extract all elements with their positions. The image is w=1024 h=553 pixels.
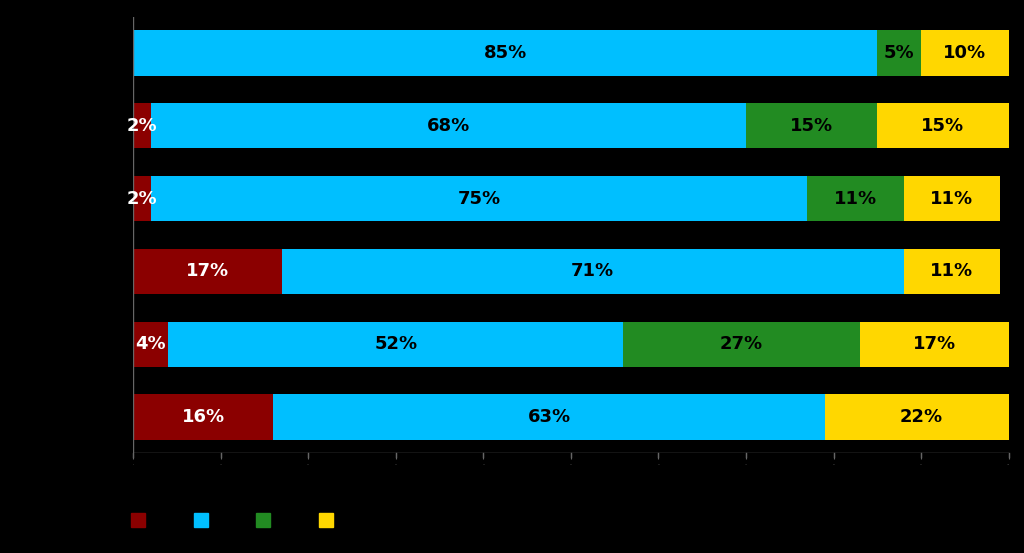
Text: 16%: 16% xyxy=(181,408,224,426)
Legend: , , , : , , , xyxy=(131,513,340,528)
Text: 4%: 4% xyxy=(135,335,166,353)
Bar xyxy=(133,322,168,367)
Bar xyxy=(860,322,1009,367)
Text: 2%: 2% xyxy=(127,190,158,207)
Text: 75%: 75% xyxy=(458,190,501,207)
Bar xyxy=(878,30,922,76)
Bar xyxy=(878,103,1009,148)
Bar xyxy=(922,30,1009,76)
Text: 27%: 27% xyxy=(720,335,763,353)
Text: 17%: 17% xyxy=(186,263,229,280)
Text: 2%: 2% xyxy=(127,117,158,135)
Text: 68%: 68% xyxy=(427,117,470,135)
Bar xyxy=(168,322,624,367)
Bar xyxy=(745,103,878,148)
Bar xyxy=(133,30,878,76)
Text: 22%: 22% xyxy=(899,408,943,426)
Bar xyxy=(273,394,824,440)
Bar xyxy=(151,176,807,221)
Bar xyxy=(624,322,860,367)
Text: 85%: 85% xyxy=(483,44,526,62)
Bar xyxy=(824,394,1018,440)
Bar xyxy=(133,249,282,294)
Bar xyxy=(133,176,151,221)
Text: 11%: 11% xyxy=(834,190,877,207)
Text: 17%: 17% xyxy=(912,335,955,353)
Text: 63%: 63% xyxy=(527,408,570,426)
Text: 5%: 5% xyxy=(884,44,914,62)
Bar xyxy=(282,249,903,294)
Text: 15%: 15% xyxy=(791,117,834,135)
Bar xyxy=(133,394,273,440)
Text: 15%: 15% xyxy=(922,117,965,135)
Text: 52%: 52% xyxy=(374,335,418,353)
Bar xyxy=(903,249,999,294)
Text: 11%: 11% xyxy=(930,263,973,280)
Text: 71%: 71% xyxy=(571,263,614,280)
Text: 10%: 10% xyxy=(943,44,986,62)
Bar xyxy=(133,103,151,148)
Bar xyxy=(807,176,903,221)
Bar xyxy=(903,176,999,221)
Text: 11%: 11% xyxy=(930,190,973,207)
Bar xyxy=(151,103,745,148)
